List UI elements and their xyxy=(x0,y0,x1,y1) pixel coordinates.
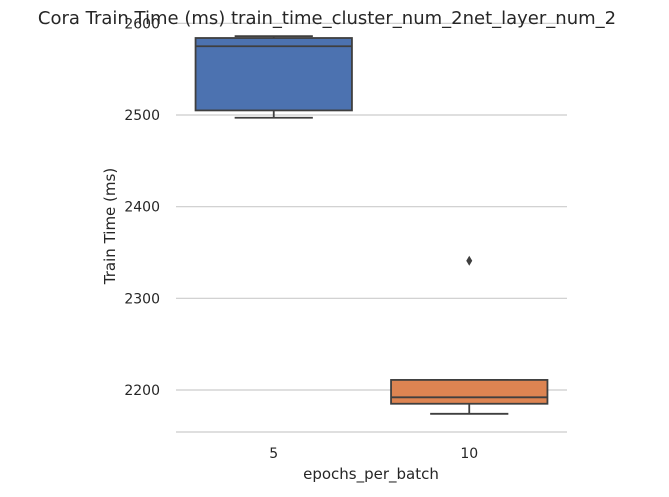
y-tick-label: 2500 xyxy=(124,108,160,124)
y-axis-label: Train Time (ms) xyxy=(101,168,119,285)
x-tick-label: 5 xyxy=(269,446,278,462)
box-iqr xyxy=(390,379,549,405)
x-tick-label: 10 xyxy=(460,446,478,462)
outlier-point xyxy=(466,255,473,266)
box-iqr xyxy=(194,37,353,112)
chart-title: Cora Train Time (ms) train_time_cluster_… xyxy=(38,8,616,29)
boxes xyxy=(194,35,549,415)
x-tick-labels: 5 10 xyxy=(269,446,478,462)
y-tick-label: 2300 xyxy=(124,291,160,307)
x-axis-label: epochs_per_batch xyxy=(303,465,439,484)
y-tick-label: 2600 xyxy=(124,16,160,32)
y-tick-label: 2200 xyxy=(124,383,160,399)
y-tick-label: 2400 xyxy=(124,200,160,216)
y-tick-labels: 2200 2300 2400 2500 2600 xyxy=(124,16,160,399)
